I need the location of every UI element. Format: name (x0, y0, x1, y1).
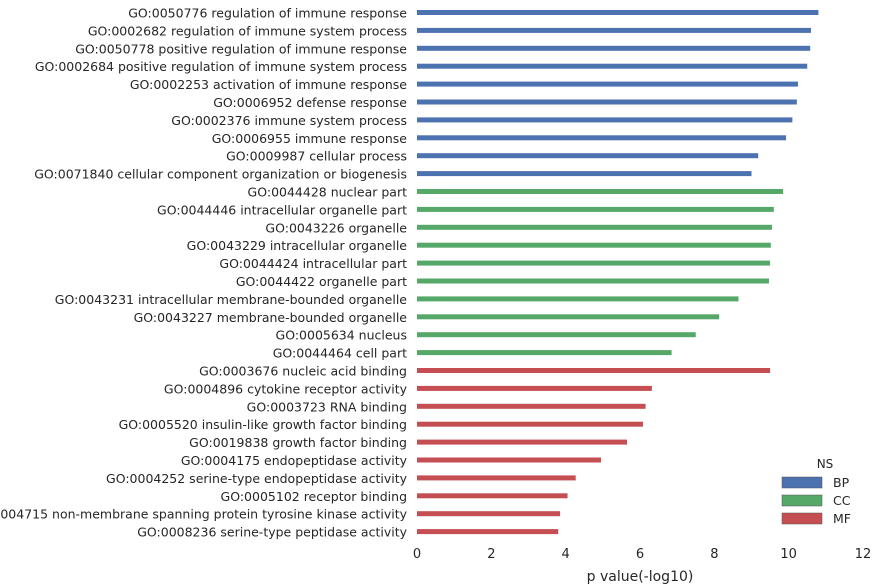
bar-go-0003723 (417, 403, 646, 409)
bar-go-0044422 (417, 278, 769, 284)
category-label: GO:0071840 cellular component organizati… (34, 167, 407, 182)
bar-go-0005520 (417, 421, 643, 427)
bar-go-0006955 (417, 135, 787, 141)
category-label: GO:0004252 serine-type endopeptidase act… (106, 471, 408, 486)
category-label: GO:0004715 non-membrane spanning protein… (0, 507, 408, 522)
bar-go-0003676 (417, 368, 771, 373)
category-label: GO:0002253 activation of immune response (130, 77, 407, 92)
bar-go-0044424 (417, 260, 771, 266)
category-label: GO:0044446 intracellular organelle part (157, 202, 407, 217)
bar-go-0008236 (417, 529, 559, 535)
x-tick-label: 4 (562, 547, 570, 562)
category-label: GO:0009987 cellular process (226, 149, 407, 164)
category-label: GO:0005634 nucleus (276, 328, 407, 343)
category-label: GO:0044422 organelle part (236, 274, 407, 289)
x-tick-label: 0 (413, 547, 421, 562)
x-tick-label: 2 (487, 547, 495, 562)
x-tick-label: 12 (855, 547, 872, 562)
x-tick-label: 8 (710, 547, 718, 562)
category-label: GO:0003676 nucleic acid binding (199, 364, 407, 379)
category-label: GO:0006955 immune response (212, 131, 408, 146)
category-label: GO:0043231 intracellular membrane-bounde… (55, 292, 408, 307)
bar-go-0050778 (417, 45, 811, 51)
bar-go-0044446 (417, 206, 774, 212)
category-labels: GO:0050776 regulation of immune response… (0, 6, 408, 540)
legend-label-cc: CC (833, 493, 851, 508)
bar-go-0004896 (417, 385, 652, 391)
bar-go-0006952 (417, 99, 797, 105)
category-label: GO:0044428 nuclear part (248, 185, 408, 200)
category-label: GO:0003723 RNA binding (247, 399, 407, 414)
bar-go-0005634 (417, 332, 696, 338)
bar-go-0071840 (417, 171, 752, 177)
legend-swatch-cc (781, 494, 823, 507)
legend-swatch-mf (781, 512, 823, 525)
bar-go-0044464 (417, 350, 672, 356)
category-label: GO:0006952 defense response (213, 95, 407, 110)
legend-swatch-bp (781, 476, 823, 489)
legend-label-mf: MF (833, 511, 851, 526)
category-label: GO:0044464 cell part (273, 346, 407, 361)
category-label: GO:0002376 immune system process (171, 113, 407, 128)
bar-go-0043229 (417, 242, 771, 248)
bar-go-0004175 (417, 457, 601, 463)
category-label: GO:0004896 cytokine receptor activity (164, 381, 408, 396)
x-axis-label: p value(-log10) (587, 569, 694, 585)
category-label: GO:0002684 positive regulation of immune… (35, 59, 407, 74)
category-label: GO:0004175 endopeptidase activity (181, 453, 408, 468)
bar-go-0004715 (417, 511, 561, 517)
bar-go-0004252 (417, 475, 576, 481)
category-label: GO:0019838 growth factor binding (189, 435, 407, 450)
bar-go-0002253 (417, 81, 798, 87)
category-label: GO:0044424 intracellular part (219, 256, 407, 271)
x-tick-label: 10 (780, 547, 797, 562)
bar-go-0005102 (417, 493, 568, 499)
category-label: GO:0008236 serine-type peptidase activit… (137, 525, 407, 540)
category-label: GO:0043229 intracellular organelle (187, 238, 408, 253)
category-label: GO:0043226 organelle (265, 220, 407, 235)
bar-go-0044428 (417, 189, 784, 194)
bar-go-0002682 (417, 27, 811, 33)
bar-go-0050776 (417, 10, 819, 15)
bar-go-0009987 (417, 153, 759, 159)
bar-go-0002376 (417, 117, 793, 123)
bar-go-0002684 (417, 63, 808, 69)
category-label: GO:0043227 membrane-bounded organelle (134, 310, 408, 325)
category-label: GO:0005520 insulin-like growth factor bi… (119, 417, 407, 432)
category-label: GO:0005102 receptor binding (221, 489, 407, 504)
bar-go-0043226 (417, 224, 772, 230)
bar-go-0043231 (417, 296, 739, 302)
legend: NS BP CC MF (781, 457, 851, 526)
bar-go-0043227 (417, 314, 720, 320)
x-axis: 0 2 4 6 8 10 12 (413, 547, 871, 562)
bars-layer (417, 10, 819, 535)
category-label: GO:0050778 positive regulation of immune… (75, 41, 407, 56)
legend-title: NS (817, 457, 834, 471)
category-label: GO:0050776 regulation of immune response (128, 6, 407, 21)
category-label: GO:0002682 regulation of immune system p… (88, 23, 407, 38)
legend-label-bp: BP (833, 475, 850, 490)
bar-go-0019838 (417, 439, 627, 445)
x-tick-label: 6 (636, 547, 644, 562)
